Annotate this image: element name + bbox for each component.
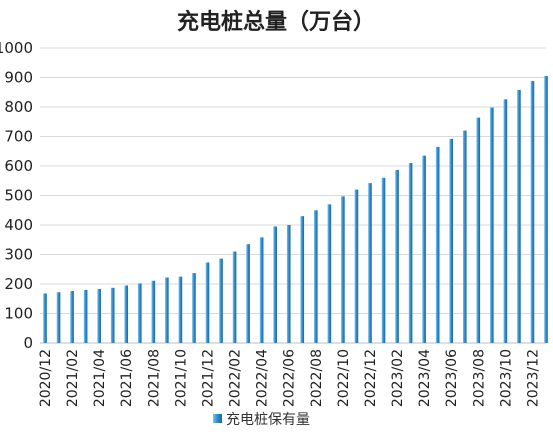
legend-swatch xyxy=(213,414,222,423)
bar xyxy=(490,107,494,343)
x-tick-label: 2022/04 xyxy=(255,349,271,407)
bar xyxy=(300,216,305,343)
y-tick-label: 800 xyxy=(4,98,33,116)
x-tick-label: 2022/02 xyxy=(228,349,244,407)
bar xyxy=(110,287,115,343)
legend-label: 充电桩保有量 xyxy=(226,411,310,428)
bar xyxy=(70,291,74,343)
y-tick-label: 900 xyxy=(4,69,33,87)
x-tick-label: 2021/12 xyxy=(200,349,216,407)
x-axis-tick-labels: 2020/12 2021/02 2021/04 2021/06 2021/08 2021/… xyxy=(38,349,541,407)
x-tick-label: 2022/10 xyxy=(336,349,352,407)
x-tick-label: 2023/12 xyxy=(525,349,541,407)
x-tick-label: 2021/08 xyxy=(146,349,162,407)
bar xyxy=(192,273,196,343)
y-tick-label: 200 xyxy=(4,275,33,293)
bar xyxy=(449,138,454,343)
bar xyxy=(205,262,210,343)
bar xyxy=(476,117,481,344)
chart-title: 充电桩总量（万台） xyxy=(177,9,375,35)
bar xyxy=(408,163,413,343)
bar xyxy=(124,285,129,343)
bar xyxy=(381,177,386,343)
y-tick-label: 700 xyxy=(4,128,33,146)
y-axis-tick-labels: 0 100 200 300 400 500 600 700 800 900 1000 xyxy=(0,39,33,352)
bar xyxy=(232,251,237,343)
y-tick-label: 400 xyxy=(4,216,33,234)
x-tick-label: 2021/06 xyxy=(119,349,135,407)
y-tick-label: 0 xyxy=(23,334,33,352)
bar xyxy=(97,289,101,343)
x-tick-label: 2021/10 xyxy=(173,349,189,407)
bar xyxy=(178,276,183,343)
bar xyxy=(56,292,61,343)
x-tick-label: 2023/06 xyxy=(444,349,460,407)
y-tick-label: 1000 xyxy=(0,39,33,57)
bar xyxy=(435,146,440,343)
y-tick-label: 600 xyxy=(4,157,33,175)
bar xyxy=(314,210,318,343)
bar xyxy=(83,289,88,343)
bar xyxy=(341,196,345,343)
bar xyxy=(354,189,359,343)
bar xyxy=(530,81,535,343)
x-tick-label: 2023/08 xyxy=(471,349,487,407)
bar xyxy=(395,169,399,343)
bar xyxy=(43,293,47,343)
bar xyxy=(462,130,467,343)
bar xyxy=(368,183,372,343)
x-tick-label: 2022/06 xyxy=(282,349,298,407)
bar xyxy=(273,226,277,343)
bar xyxy=(137,283,142,343)
y-tick-label: 100 xyxy=(4,305,33,323)
bar xyxy=(422,155,426,343)
bar xyxy=(246,244,250,343)
legend: 充电桩保有量 xyxy=(213,411,310,428)
x-tick-label: 2023/04 xyxy=(417,349,433,407)
bar xyxy=(165,277,169,343)
x-tick-label: 2023/10 xyxy=(498,349,514,407)
y-tick-label: 300 xyxy=(4,246,33,264)
bar xyxy=(327,204,332,343)
bar xyxy=(544,76,548,344)
y-tick-label: 500 xyxy=(4,187,33,205)
bar xyxy=(517,89,521,343)
bar xyxy=(503,99,508,343)
x-tick-label: 2022/08 xyxy=(309,349,325,407)
bar xyxy=(219,258,223,343)
x-tick-label: 2020/12 xyxy=(38,349,54,407)
x-tick-label: 2021/02 xyxy=(65,349,81,407)
grid-lines xyxy=(40,47,546,344)
bar xyxy=(151,280,156,343)
bar xyxy=(259,237,264,343)
bar xyxy=(286,225,291,343)
x-tick-label: 2021/04 xyxy=(92,349,108,407)
bar-series xyxy=(43,76,548,344)
x-tick-label: 2023/02 xyxy=(390,349,406,407)
x-tick-label: 2022/12 xyxy=(363,349,379,407)
